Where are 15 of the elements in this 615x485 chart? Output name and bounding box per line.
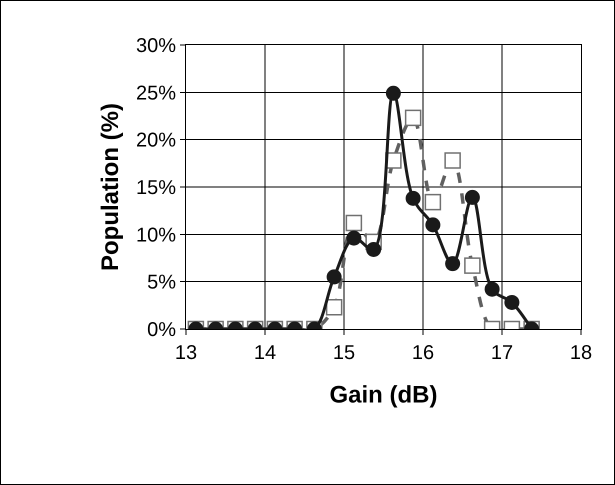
y-tick-label: 15% [136, 177, 176, 199]
x-tick-label: 15 [332, 342, 356, 364]
x-tick-label: 18 [570, 342, 592, 364]
y-tick-label: 30% [136, 35, 176, 57]
x-tick-label: 14 [254, 342, 276, 364]
y-tick-label: 5% [147, 272, 176, 294]
y-tick-label: 25% [136, 82, 176, 104]
x-tick-label: 16 [412, 342, 434, 364]
y-tick-label: 0% [147, 319, 176, 341]
x-axis-title: Gain (dB) [330, 381, 438, 408]
y-axis-title: Population (%) [97, 103, 124, 271]
x-tick-label: 13 [174, 342, 198, 364]
y-tick-label: 20% [136, 130, 176, 152]
x-tick-label: 17 [490, 342, 514, 364]
y-tick-label: 10% [136, 224, 176, 246]
